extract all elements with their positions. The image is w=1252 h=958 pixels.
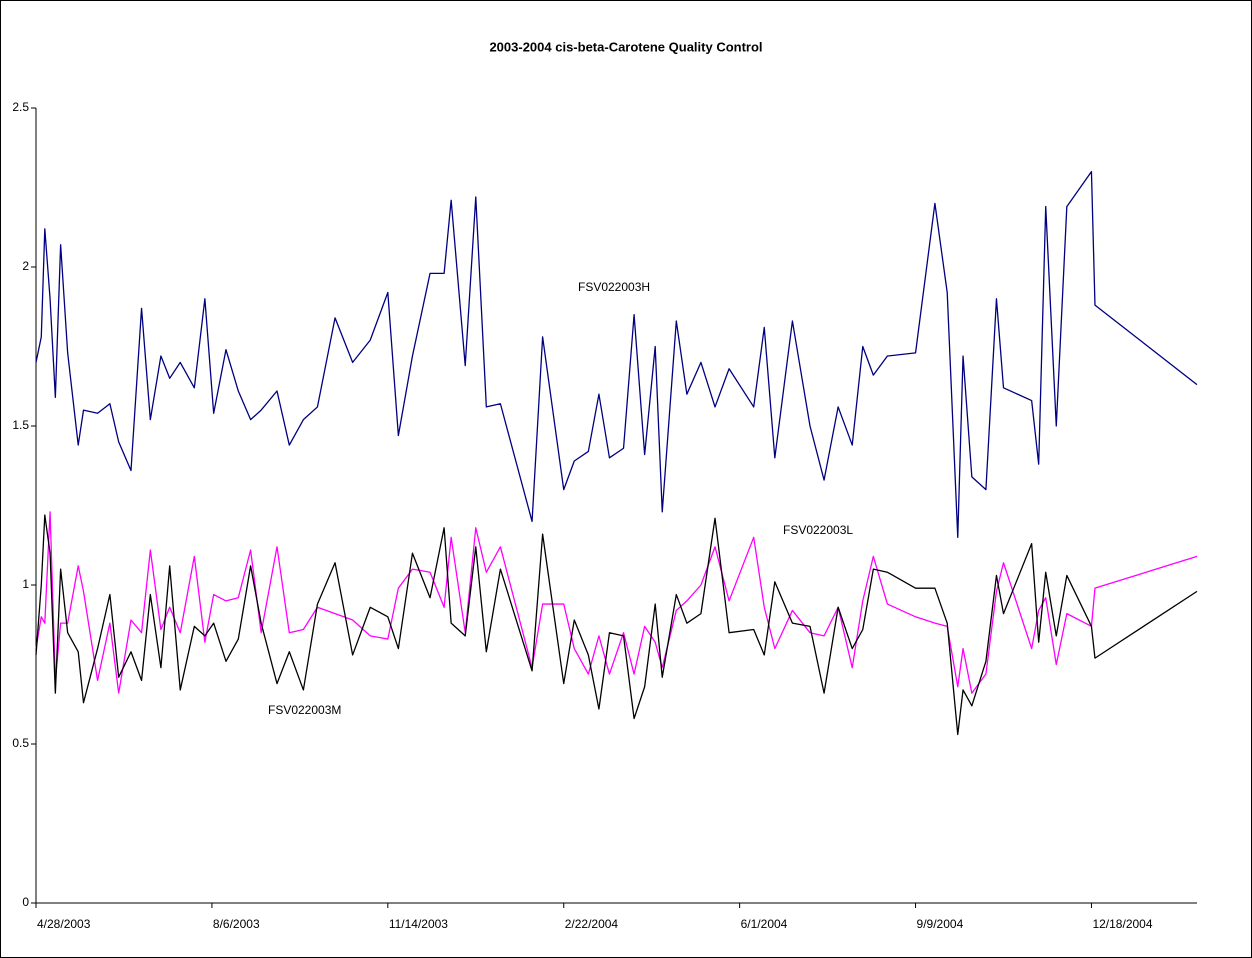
series-label: FSV022003H bbox=[578, 280, 650, 294]
series-label: FSV022003M bbox=[268, 703, 341, 717]
x-tick-label: 9/9/2004 bbox=[917, 917, 964, 931]
x-tick-label: 11/14/2003 bbox=[389, 917, 448, 931]
y-tick-label: 2.5 bbox=[12, 100, 29, 114]
series-line bbox=[35, 514, 1198, 736]
y-tick-label: 1 bbox=[22, 577, 29, 591]
chart-title: 2003-2004 cis-beta-Carotene Quality Cont… bbox=[489, 39, 762, 54]
y-tick-label: 1.5 bbox=[12, 418, 29, 432]
y-tick-label: 0.5 bbox=[12, 736, 29, 750]
series-line bbox=[35, 170, 1198, 538]
x-tick-label: 4/28/2003 bbox=[37, 917, 91, 931]
x-tick-label: 8/6/2003 bbox=[213, 917, 260, 931]
x-tick-label: 6/1/2004 bbox=[741, 917, 788, 931]
series-label: FSV022003L bbox=[783, 523, 853, 537]
y-tick-label: 2 bbox=[22, 259, 29, 273]
x-tick-label: 12/18/2004 bbox=[1092, 917, 1152, 931]
x-tick-label: 2/22/2004 bbox=[565, 917, 619, 931]
series-line bbox=[35, 511, 1198, 694]
y-tick-label: 0 bbox=[22, 895, 29, 909]
